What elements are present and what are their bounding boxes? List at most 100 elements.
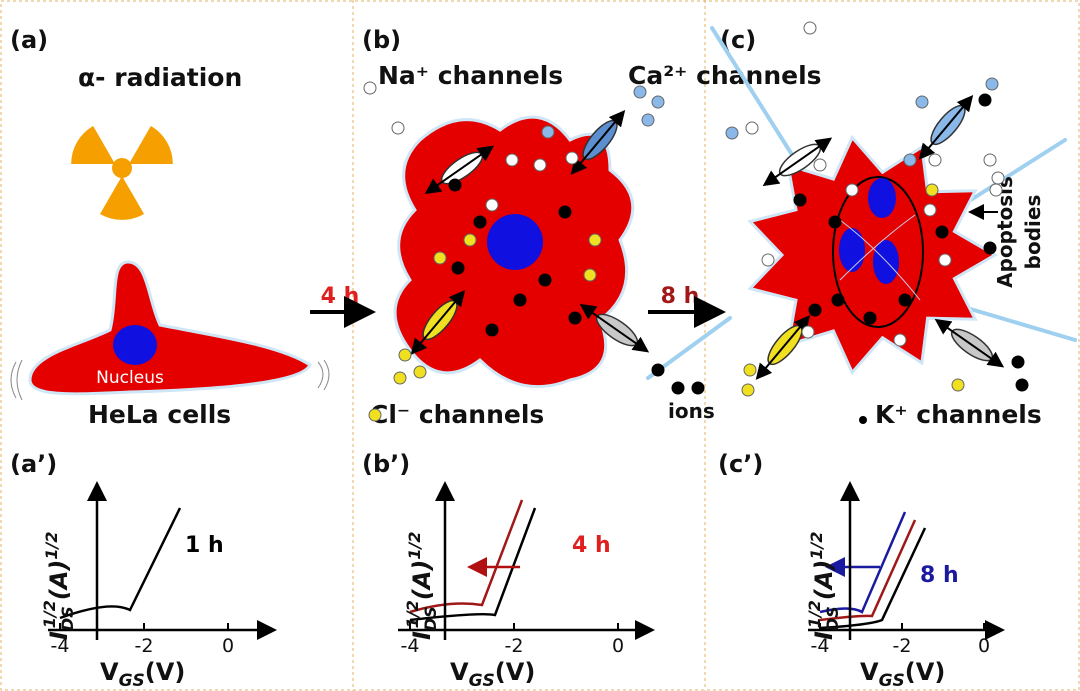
nucleus-fragment [868,178,896,218]
ion [399,349,411,361]
ion [364,82,376,94]
x-axis-label: VGS(V) [860,658,945,691]
x-label-sub: GS [469,671,495,691]
ion [936,226,948,238]
ion [569,312,581,324]
ion [926,184,938,196]
nucleus [113,325,157,365]
time-label: 1 h [185,533,224,558]
ion [809,304,821,316]
ion [542,126,554,138]
nucleus-fragment [839,228,865,272]
transport-arrow [758,318,807,377]
ion [464,234,476,246]
x-label-main: V [860,658,879,686]
ion [904,154,916,166]
ion [634,86,646,98]
nucleus-label: Nucleus [96,368,164,388]
ion [939,254,951,266]
time-label: 4 h [572,533,611,558]
plot-label: (b’) [362,450,410,478]
y-label-unit-sup: 1/2 [42,532,61,560]
y-label-sub: DS [823,606,842,631]
x-label-sub: GS [119,671,145,691]
x-axis-label: VGS(V) [450,658,535,691]
ion [394,372,406,384]
y-label-sup: 1/2 [403,600,422,628]
transfer-curves [60,500,925,628]
apoptosis-label: bodies [1021,195,1045,270]
y-label-main: I [45,631,73,640]
ion [924,204,936,216]
y-label-unit: (A) [45,560,73,601]
time-arrow-label: 8 h [661,284,700,309]
plot-label: (a’) [10,450,57,478]
x-tick-label: 0 [222,635,234,657]
radiation-symbol [66,123,178,220]
time-arrow-label: 4 h [321,284,360,309]
ion [742,384,754,396]
ion [846,184,858,196]
y-label-sub: DS [58,606,77,631]
ion [802,326,814,338]
ion [534,159,546,171]
x-label-sub: GS [879,671,905,691]
ion [566,152,578,164]
x-tick-label: -2 [893,635,912,657]
ion [832,294,844,306]
channel-label: Cl⁻ channels [370,400,544,429]
x-tick-label: -2 [505,635,524,657]
ion [506,154,518,166]
time-label: 8 h [920,563,959,588]
ion [652,364,664,376]
y-label-main: I [408,631,436,640]
ion [369,409,381,421]
y-label-sup: 1/2 [805,600,824,628]
ion [486,324,498,336]
y-label-unit-sup: 1/2 [807,532,826,560]
ion [929,154,941,166]
x-tick-label: 0 [612,635,624,657]
channel-label: K⁺ channels [875,400,1042,429]
ion [952,379,964,391]
ion [652,96,664,108]
ion [986,78,998,90]
ion [452,262,464,274]
y-axis-label: IDS1/2(A)1/2 [805,532,842,640]
ion [794,194,806,206]
plot-label: (c’) [718,450,763,478]
y-label-sup: 1/2 [40,600,59,628]
ion [984,242,996,254]
ions-label: ions [668,399,715,423]
ion-dot [859,416,867,424]
x-label-unit: (V) [905,658,946,686]
ion [642,114,654,126]
y-label-main: I [810,631,838,640]
nucleus-fragment [873,240,899,284]
ion [692,382,704,394]
ion [804,22,816,34]
x-label-main: V [100,658,119,686]
channel-label: Ca²⁺ channels [628,61,822,90]
transport-arrow [921,98,970,157]
y-label-sub: DS [421,606,440,631]
ion [1016,379,1028,391]
x-label-unit: (V) [495,658,536,686]
y-label-unit: (A) [408,560,436,601]
ion [814,159,826,171]
ion [559,206,571,218]
ion [899,294,911,306]
panel-label: (a) [10,26,48,54]
ion [539,274,551,286]
figure: (a) α- radiation Nucleus HeLa cells 4 h … [0,0,1080,691]
ion [992,172,1004,184]
x-tick-label: 0 [978,635,990,657]
y-label-unit: (A) [810,560,838,601]
transport-arrow [938,321,1001,365]
ion [829,216,841,228]
ion [894,334,906,346]
ion [1012,356,1024,368]
ion [746,122,758,134]
ion [979,94,991,106]
